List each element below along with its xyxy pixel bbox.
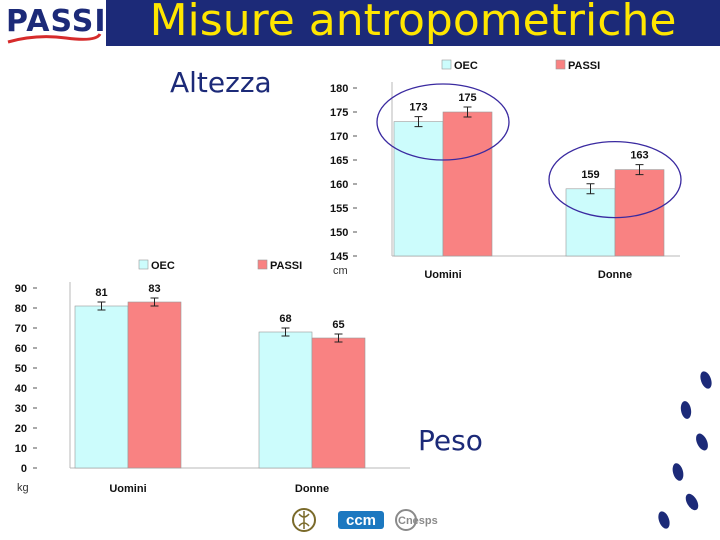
weight-category-label: Uomini (109, 483, 146, 495)
height-data-label: 159 (581, 169, 599, 181)
weight-legend-label: OEC (151, 260, 175, 272)
height-legend-swatch (441, 59, 452, 70)
weight-data-label: 81 (95, 287, 107, 299)
weight-category-label: Donne (295, 483, 329, 495)
weight-data-label: 83 (148, 283, 160, 295)
weight-data-label: 65 (332, 319, 344, 331)
height-error-bar (635, 164, 644, 176)
height-error-bar (463, 106, 472, 118)
footprint-icon (696, 433, 708, 451)
passi-logo-text: PASSI (6, 4, 107, 39)
weight-y-tick-label: 90 (15, 283, 27, 295)
height-highlight-ellipse-donne (548, 140, 682, 219)
weight-y-tick-label: 50 (15, 363, 27, 375)
weight-y-tick-label: 60 (15, 343, 27, 355)
weight-data-label: 68 (279, 313, 291, 325)
height-y-tick-label: 165 (330, 155, 348, 167)
weight-y-tick-label: 70 (15, 323, 27, 335)
height-error-bar (586, 183, 595, 195)
weight-error-bar (281, 327, 290, 337)
weight-bar-donne-passi (311, 337, 366, 469)
height-data-label: 163 (630, 150, 648, 162)
height-legend-label: OEC (454, 60, 478, 72)
height-y-tick-label: 170 (330, 131, 348, 143)
weight-y-tick-label: 80 (15, 303, 27, 315)
weight-legend-label: PASSI (270, 260, 302, 272)
footprints-decoration (658, 371, 712, 529)
slide-title: Misure antropometriche (149, 0, 677, 46)
weight-legend-swatch (138, 259, 149, 270)
height-y-tick-label: 150 (330, 227, 348, 239)
height-legend-label: PASSI (568, 60, 600, 72)
weight-error-bar (150, 297, 159, 307)
weight-bar-uomini-passi (127, 301, 182, 469)
footer-logos: ccm Cnesps (292, 508, 438, 532)
weight-error-bar (97, 301, 106, 311)
height-y-tick-label: 145 (330, 251, 348, 263)
height-y-tick-label: 180 (330, 83, 348, 95)
ministry-emblem-icon (292, 508, 316, 532)
height-y-tick-label: 160 (330, 179, 348, 191)
height-data-label: 173 (409, 102, 427, 114)
footprint-icon (685, 493, 699, 511)
footprint-icon (680, 401, 692, 419)
passi-logo: PASSI (6, 4, 105, 44)
height-bar-donne-oec (565, 188, 616, 257)
weight-y-tick-label: 10 (15, 443, 27, 455)
ccm-logo-text: ccm (346, 512, 376, 529)
height-unit-label: cm (333, 265, 348, 277)
weight-error-bar (334, 333, 343, 343)
weight-y-tick-label: 40 (15, 383, 27, 395)
footprint-icon (658, 511, 670, 529)
ccm-logo: ccm (338, 511, 384, 529)
height-category-label: Uomini (424, 269, 461, 281)
title-bar (106, 0, 720, 46)
weight-chart-title: Peso (418, 424, 483, 457)
height-bar-donne-passi (614, 169, 665, 257)
height-highlight-ellipse-uomini (376, 83, 510, 161)
height-bar-uomini-passi (442, 111, 493, 257)
height-data-label: 175 (458, 92, 476, 104)
weight-unit-label: kg (17, 482, 29, 494)
height-chart-title: Altezza (170, 66, 272, 99)
height-category-label: Donne (598, 269, 632, 281)
footprint-icon (700, 371, 712, 389)
weight-y-tick-label: 30 (15, 403, 27, 415)
cnesps-logo-text: Cnesps (398, 515, 438, 527)
height-error-bar (414, 116, 423, 128)
height-y-tick-label: 175 (330, 107, 348, 119)
weight-bar-uomini-oec (74, 305, 129, 469)
weight-y-tick-label: 20 (15, 423, 27, 435)
weight-legend-swatch (257, 259, 268, 270)
footprint-icon (672, 463, 684, 481)
cnesps-logo: Cnesps (395, 509, 438, 531)
height-y-tick-label: 155 (330, 203, 348, 215)
height-legend-swatch (555, 59, 566, 70)
weight-y-tick-label: 0 (21, 463, 27, 475)
logo-swoosh-icon (7, 33, 102, 44)
weight-bar-donne-oec (258, 331, 313, 469)
